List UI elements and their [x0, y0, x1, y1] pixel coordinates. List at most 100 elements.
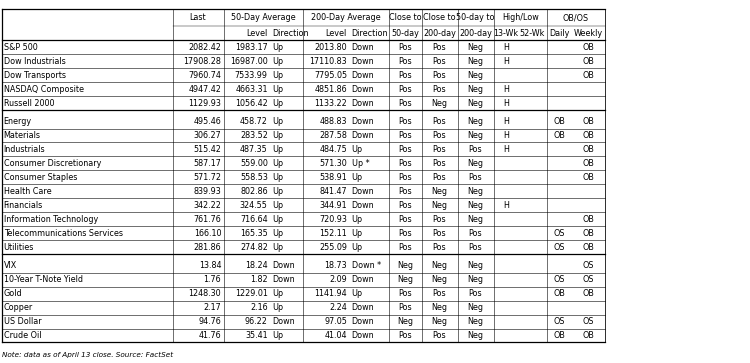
Text: Neg: Neg	[431, 261, 448, 270]
Text: Down: Down	[352, 85, 374, 94]
Text: Pos: Pos	[433, 57, 446, 66]
Text: OB: OB	[583, 215, 594, 224]
Text: Up: Up	[272, 173, 284, 182]
Text: Up: Up	[272, 229, 284, 238]
Text: US Dollar: US Dollar	[4, 317, 41, 326]
Text: OB: OB	[554, 131, 566, 140]
Text: OB: OB	[583, 145, 594, 154]
Text: 1229.01: 1229.01	[235, 289, 268, 298]
Text: Down: Down	[352, 117, 374, 126]
Text: 495.46: 495.46	[194, 117, 221, 126]
Text: 13.84: 13.84	[199, 261, 221, 270]
Text: Neg: Neg	[467, 71, 484, 80]
Text: Neg: Neg	[467, 43, 484, 52]
Text: 458.72: 458.72	[240, 117, 268, 126]
Text: OB: OB	[583, 243, 594, 252]
Text: OB: OB	[583, 289, 594, 298]
Text: Pos: Pos	[398, 243, 412, 252]
Text: Down: Down	[352, 303, 374, 312]
Text: OS: OS	[554, 317, 566, 326]
Text: 2.24: 2.24	[329, 303, 347, 312]
Text: Neg: Neg	[431, 303, 448, 312]
Text: 152.11: 152.11	[320, 229, 347, 238]
Text: H: H	[503, 201, 509, 210]
Text: Neg: Neg	[467, 131, 484, 140]
Text: Up: Up	[272, 159, 284, 168]
Text: 7795.05: 7795.05	[314, 71, 347, 80]
Text: 166.10: 166.10	[194, 229, 221, 238]
Text: Consumer Staples: Consumer Staples	[4, 173, 77, 182]
Text: 52-Wk: 52-Wk	[520, 29, 545, 38]
Text: Neg: Neg	[397, 275, 413, 284]
Text: Down: Down	[352, 131, 374, 140]
Text: Pos: Pos	[398, 71, 412, 80]
Text: Neg: Neg	[431, 317, 448, 326]
Text: 17110.83: 17110.83	[310, 57, 347, 66]
Text: Utilities: Utilities	[4, 243, 34, 252]
Text: Pos: Pos	[398, 99, 412, 108]
Text: Information Technology: Information Technology	[4, 215, 98, 224]
Text: Neg: Neg	[467, 201, 484, 210]
Text: 41.76: 41.76	[199, 331, 221, 340]
Text: Up: Up	[272, 289, 284, 298]
Text: 10-Year T-Note Yield: 10-Year T-Note Yield	[4, 275, 82, 284]
Text: Down: Down	[352, 275, 374, 284]
Text: Pos: Pos	[469, 229, 482, 238]
Text: OS: OS	[554, 243, 566, 252]
Text: Neg: Neg	[397, 261, 413, 270]
Text: Pos: Pos	[398, 131, 412, 140]
Text: OB: OB	[583, 229, 594, 238]
Text: Neg: Neg	[431, 99, 448, 108]
Text: 50-Day Average: 50-Day Average	[231, 13, 296, 22]
Text: Pos: Pos	[433, 43, 446, 52]
Text: 306.27: 306.27	[194, 131, 221, 140]
Text: Down: Down	[352, 331, 374, 340]
Text: Down: Down	[352, 71, 374, 80]
Text: Pos: Pos	[433, 173, 446, 182]
Text: 7960.74: 7960.74	[188, 71, 221, 80]
Text: 200-day: 200-day	[423, 29, 456, 38]
Text: 2.09: 2.09	[329, 275, 347, 284]
Text: 587.17: 587.17	[194, 159, 221, 168]
Text: Up: Up	[272, 131, 284, 140]
Text: NASDAQ Composite: NASDAQ Composite	[4, 85, 84, 94]
Text: 2.17: 2.17	[203, 303, 221, 312]
Text: 720.93: 720.93	[320, 215, 347, 224]
Text: Pos: Pos	[469, 243, 482, 252]
Text: VIX: VIX	[4, 261, 17, 270]
Text: H: H	[503, 57, 509, 66]
Text: Crude Oil: Crude Oil	[4, 331, 41, 340]
Text: 7533.99: 7533.99	[235, 71, 268, 80]
Text: Pos: Pos	[398, 303, 412, 312]
Text: 342.22: 342.22	[194, 201, 221, 210]
Text: 2.16: 2.16	[251, 303, 268, 312]
Text: 2082.42: 2082.42	[188, 43, 221, 52]
Text: 94.76: 94.76	[199, 317, 221, 326]
Text: Close to: Close to	[388, 13, 422, 22]
Text: Consumer Discretionary: Consumer Discretionary	[4, 159, 101, 168]
Text: 488.83: 488.83	[320, 117, 347, 126]
Text: Pos: Pos	[398, 145, 412, 154]
Text: 287.58: 287.58	[320, 131, 347, 140]
Text: Pos: Pos	[398, 215, 412, 224]
Text: Neg: Neg	[467, 85, 484, 94]
Text: Energy: Energy	[4, 117, 32, 126]
Text: Dow Transports: Dow Transports	[4, 71, 66, 80]
Text: Neg: Neg	[467, 159, 484, 168]
Text: Down: Down	[272, 317, 295, 326]
Text: Copper: Copper	[4, 303, 33, 312]
Text: 50-day: 50-day	[391, 29, 419, 38]
Text: Neg: Neg	[467, 99, 484, 108]
Text: OB: OB	[554, 117, 566, 126]
Text: Pos: Pos	[433, 159, 446, 168]
Text: 1.82: 1.82	[251, 275, 268, 284]
Text: OB: OB	[554, 289, 566, 298]
Text: Pos: Pos	[433, 289, 446, 298]
Text: Up: Up	[272, 117, 284, 126]
Text: OS: OS	[583, 261, 594, 270]
Text: Up *: Up *	[352, 159, 369, 168]
Text: 1129.93: 1129.93	[188, 99, 221, 108]
Text: Pos: Pos	[398, 229, 412, 238]
Text: 281.86: 281.86	[194, 243, 221, 252]
Text: Up: Up	[352, 173, 363, 182]
